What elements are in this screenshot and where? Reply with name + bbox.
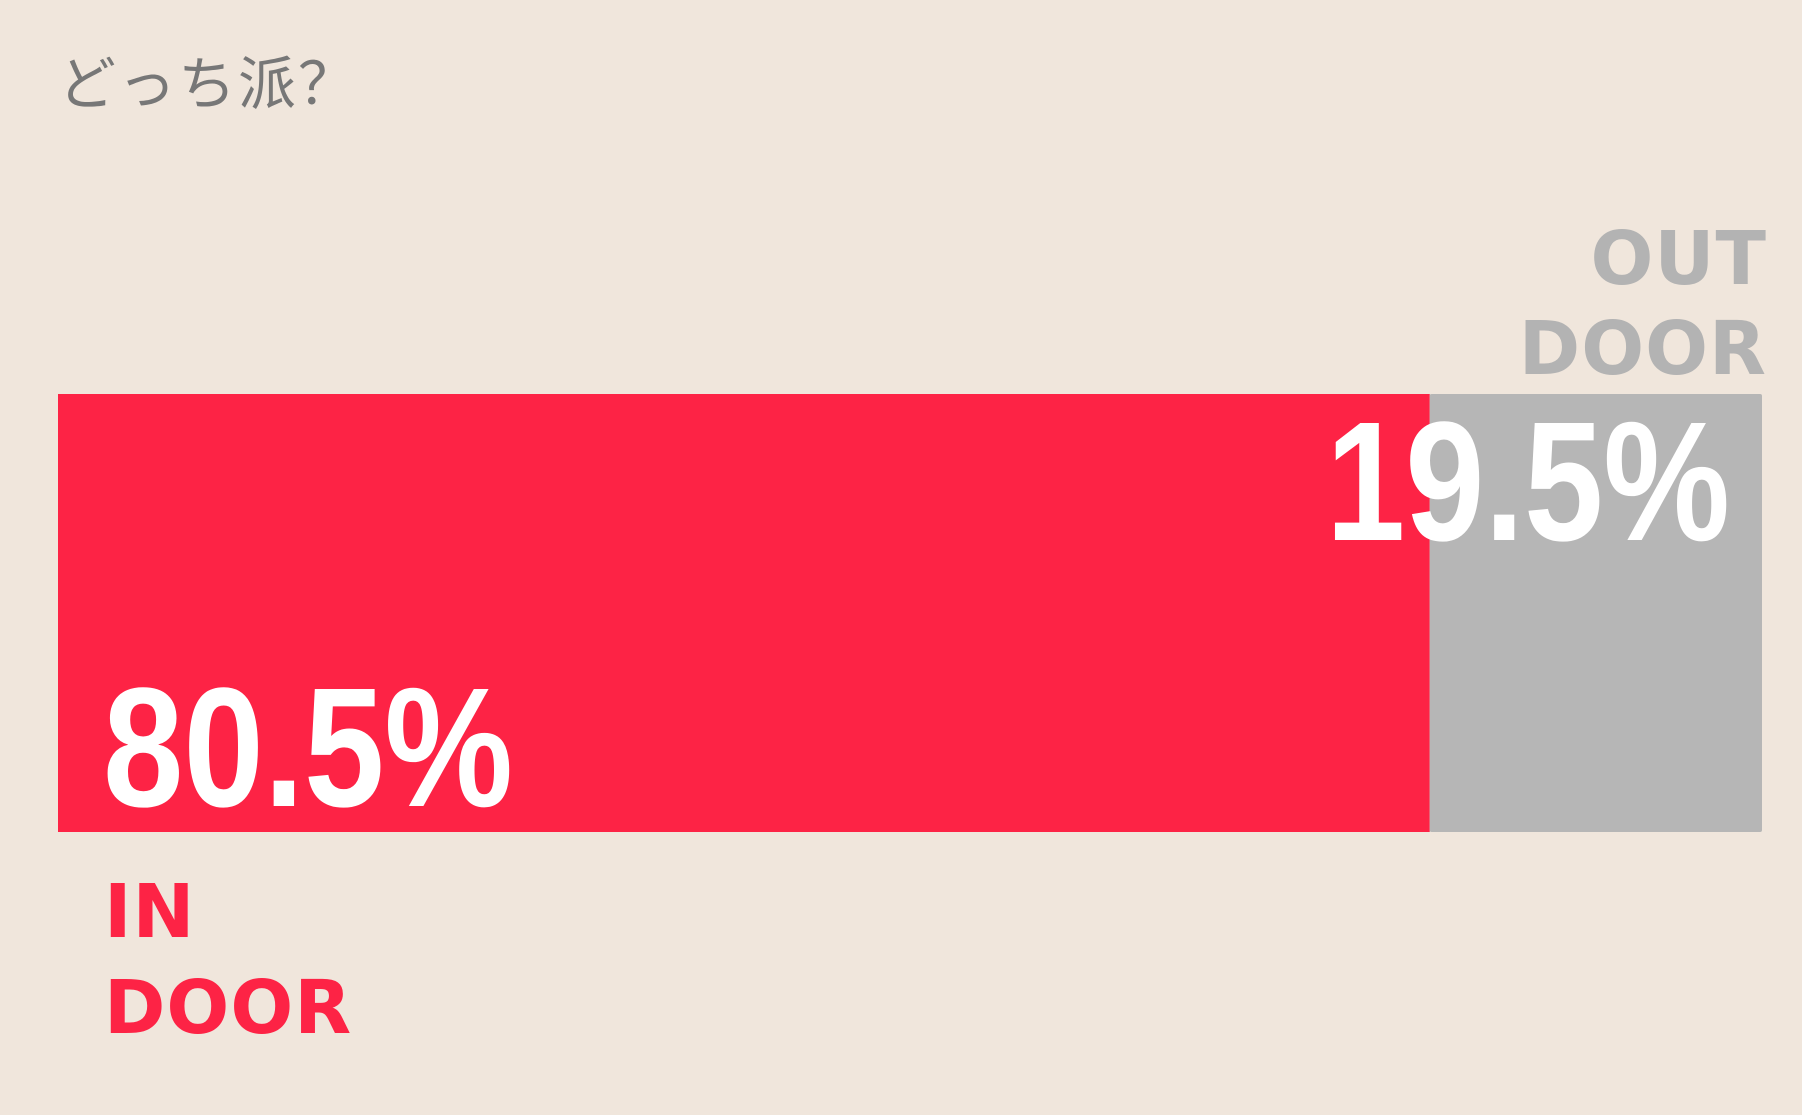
indoor-label: IN DOOR: [104, 864, 404, 1056]
outdoor-value-label: 19.5%: [1326, 387, 1730, 577]
chart-title: どっち派？: [58, 50, 359, 118]
outdoor-bar-segment: [1429, 394, 1762, 832]
outdoor-label: OUT DOOR: [1507, 214, 1767, 394]
indoor-bar-segment: [58, 394, 1430, 832]
indoor-value-label: 80.5%: [103, 653, 513, 843]
indoor-label-line-2: DOOR: [104, 965, 353, 1051]
indoor-label-line-1: IN: [104, 869, 196, 955]
outdoor-label-line-1: OUT: [1590, 216, 1767, 302]
outdoor-label-line-2: DOOR: [1518, 306, 1767, 392]
